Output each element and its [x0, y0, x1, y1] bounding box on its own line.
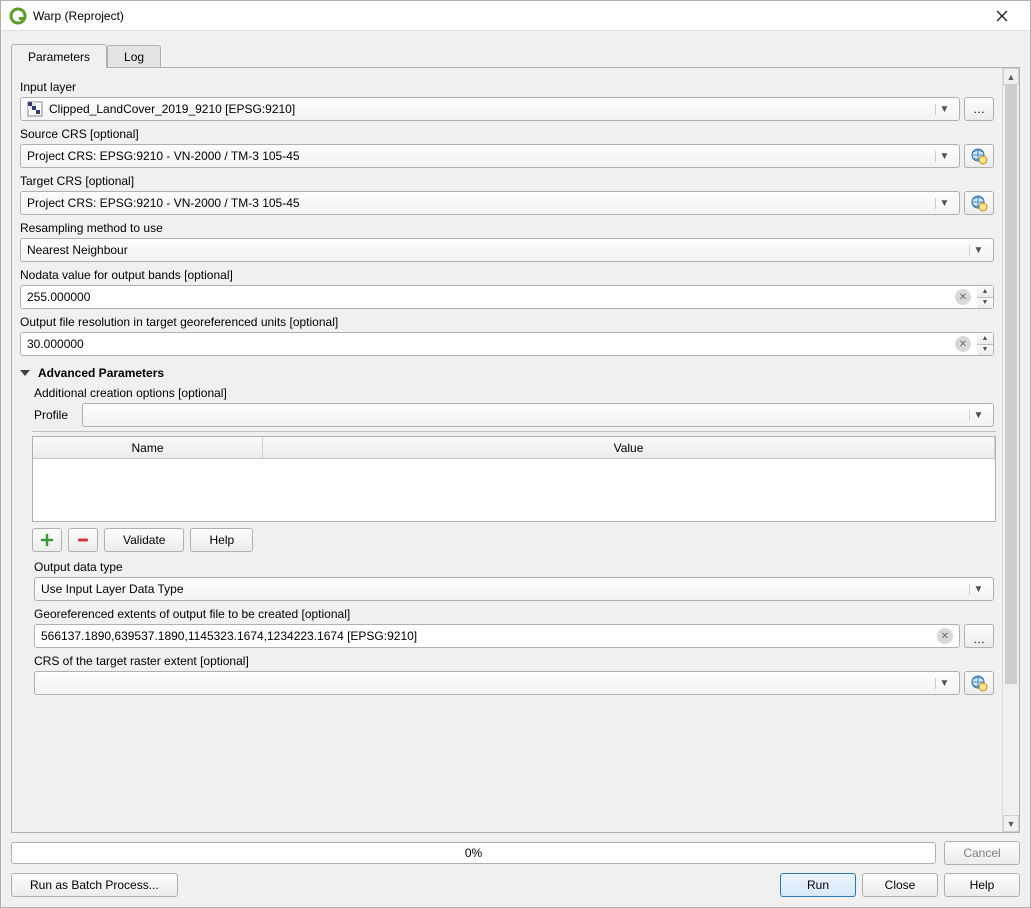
- parameters-scrollpane: Input layer: [12, 68, 1002, 832]
- resampling-combo[interactable]: Nearest Neighbour ▼: [20, 238, 994, 262]
- scroll-up-button[interactable]: ▲: [1003, 68, 1019, 85]
- column-value: Value: [263, 437, 995, 458]
- resolution-input[interactable]: 30.000000 ✕: [20, 332, 977, 356]
- advanced-parameters-title: Advanced Parameters: [38, 366, 164, 380]
- nodata-label: Nodata value for output bands [optional]: [20, 268, 994, 282]
- advanced-parameters-content: Additional creation options [optional] P…: [32, 386, 996, 695]
- column-name: Name: [33, 437, 263, 458]
- chevron-down-icon: ▼: [935, 151, 953, 162]
- warp-dialog: Warp (Reproject) Parameters Log Input la…: [0, 0, 1031, 908]
- output-data-type-value: Use Input Layer Data Type: [41, 582, 965, 596]
- chevron-down-icon: ▼: [935, 678, 953, 689]
- input-layer-value: Clipped_LandCover_2019_9210 [EPSG:9210]: [49, 102, 931, 116]
- chevron-down-icon: ▼: [935, 198, 953, 209]
- input-layer-label: Input layer: [20, 80, 994, 94]
- tab-log[interactable]: Log: [107, 45, 161, 67]
- dialog-body: Parameters Log Input layer: [1, 31, 1030, 907]
- output-data-type-label: Output data type: [34, 560, 994, 574]
- chevron-down-icon: ▼: [969, 245, 987, 256]
- spin-up-icon[interactable]: ▲: [977, 286, 993, 298]
- extents-menu-button[interactable]: …: [964, 624, 994, 648]
- run-batch-button[interactable]: Run as Batch Process...: [11, 873, 178, 897]
- remove-option-button[interactable]: [68, 528, 98, 552]
- progress-bar: 0%: [11, 842, 936, 864]
- profile-label: Profile: [34, 408, 78, 422]
- scroll-track[interactable]: [1003, 85, 1019, 815]
- nodata-input[interactable]: 255.000000 ✕: [20, 285, 977, 309]
- target-crs-label: Target CRS [optional]: [20, 174, 994, 188]
- source-crs-combo[interactable]: Project CRS: EPSG:9210 - VN-2000 / TM-3 …: [20, 144, 960, 168]
- clear-icon[interactable]: ✕: [955, 336, 971, 352]
- qgis-icon: [9, 7, 27, 25]
- close-icon: [996, 10, 1008, 22]
- input-layer-combo[interactable]: Clipped_LandCover_2019_9210 [EPSG:9210] …: [20, 97, 960, 121]
- separator: [32, 431, 996, 432]
- raster-layer-icon: [27, 101, 43, 117]
- parameters-page: Input layer: [11, 67, 1020, 833]
- creation-options-table: Name Value: [32, 436, 996, 522]
- tab-label: Parameters: [28, 50, 90, 64]
- cancel-button[interactable]: Cancel: [944, 841, 1020, 865]
- collapse-triangle-icon: [20, 370, 30, 376]
- scroll-down-button[interactable]: ▼: [1003, 815, 1019, 832]
- help-button[interactable]: Help: [944, 873, 1020, 897]
- plus-icon: [40, 533, 54, 547]
- target-crs-combo[interactable]: Project CRS: EPSG:9210 - VN-2000 / TM-3 …: [20, 191, 960, 215]
- crs-globe-icon: [970, 147, 988, 165]
- clear-icon[interactable]: ✕: [955, 289, 971, 305]
- extents-label: Georeferenced extents of output file to …: [34, 607, 994, 621]
- spin-down-icon[interactable]: ▼: [977, 298, 993, 309]
- extent-crs-combo[interactable]: ▼: [34, 671, 960, 695]
- extents-input[interactable]: 566137.1890,639537.1890,1145323.1674,123…: [34, 624, 960, 648]
- chevron-down-icon: ▼: [969, 410, 987, 421]
- crs-globe-icon: [970, 674, 988, 692]
- close-button[interactable]: Close: [862, 873, 938, 897]
- nodata-value: 255.000000: [27, 290, 951, 304]
- table-body[interactable]: [33, 459, 995, 521]
- target-crs-value: Project CRS: EPSG:9210 - VN-2000 / TM-3 …: [27, 196, 931, 210]
- crs-globe-icon: [970, 194, 988, 212]
- source-crs-select-button[interactable]: [964, 144, 994, 168]
- profile-combo[interactable]: ▼: [82, 403, 994, 427]
- tab-bar: Parameters Log: [11, 41, 1020, 67]
- source-crs-label: Source CRS [optional]: [20, 127, 994, 141]
- titlebar: Warp (Reproject): [1, 1, 1030, 31]
- validate-button[interactable]: Validate: [104, 528, 184, 552]
- tab-parameters[interactable]: Parameters: [11, 44, 107, 68]
- window-close-button[interactable]: [982, 2, 1022, 30]
- run-button[interactable]: Run: [780, 873, 856, 897]
- resolution-label: Output file resolution in target georefe…: [20, 315, 994, 329]
- advanced-parameters-toggle[interactable]: Advanced Parameters: [20, 366, 994, 380]
- creation-options-label: Additional creation options [optional]: [34, 386, 994, 400]
- spin-down-icon[interactable]: ▼: [977, 345, 993, 356]
- nodata-spinner[interactable]: ▲ ▼: [977, 285, 994, 309]
- extent-crs-select-button[interactable]: [964, 671, 994, 695]
- table-header: Name Value: [33, 437, 995, 459]
- chevron-down-icon: ▼: [935, 104, 953, 115]
- resampling-value: Nearest Neighbour: [27, 243, 965, 257]
- input-layer-browse-button[interactable]: …: [964, 97, 994, 121]
- minus-icon: [76, 533, 90, 547]
- target-crs-select-button[interactable]: [964, 191, 994, 215]
- spin-up-icon[interactable]: ▲: [977, 333, 993, 345]
- vertical-scrollbar[interactable]: ▲ ▼: [1002, 68, 1019, 832]
- progress-text: 0%: [465, 846, 482, 860]
- source-crs-value: Project CRS: EPSG:9210 - VN-2000 / TM-3 …: [27, 149, 931, 163]
- window-title: Warp (Reproject): [33, 9, 124, 23]
- extent-crs-label: CRS of the target raster extent [optiona…: [34, 654, 994, 668]
- resolution-value: 30.000000: [27, 337, 951, 351]
- creation-options-help-button[interactable]: Help: [190, 528, 253, 552]
- resampling-label: Resampling method to use: [20, 221, 994, 235]
- extents-value: 566137.1890,639537.1890,1145323.1674,123…: [41, 629, 933, 643]
- resolution-spinner[interactable]: ▲ ▼: [977, 332, 994, 356]
- add-option-button[interactable]: [32, 528, 62, 552]
- scroll-thumb[interactable]: [1005, 85, 1017, 684]
- output-data-type-combo[interactable]: Use Input Layer Data Type ▼: [34, 577, 994, 601]
- dialog-footer: 0% Cancel Run as Batch Process... Run Cl…: [11, 841, 1020, 897]
- chevron-down-icon: ▼: [969, 584, 987, 595]
- clear-icon[interactable]: ✕: [937, 628, 953, 644]
- tab-label: Log: [124, 50, 144, 64]
